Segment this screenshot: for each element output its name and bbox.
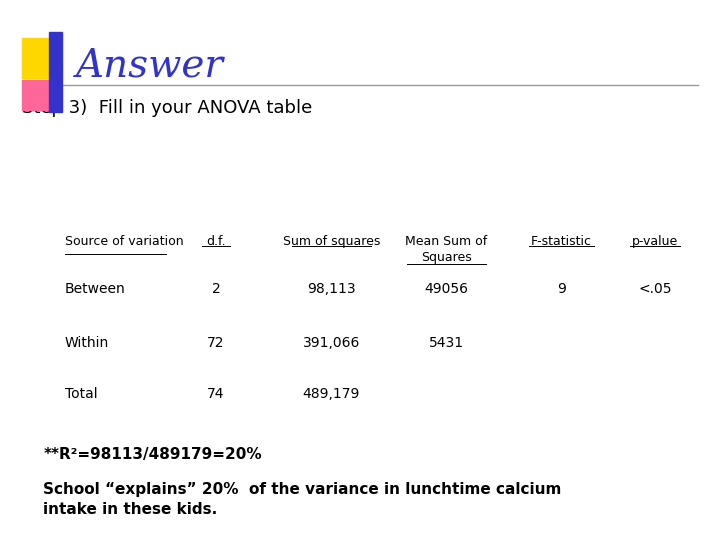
Text: Between: Between [65, 282, 125, 296]
Text: 5431: 5431 [429, 336, 464, 350]
Text: p-value: p-value [632, 235, 678, 248]
Bar [22, 80, 50, 110]
Text: F-statistic: F-statistic [531, 235, 592, 248]
Text: Mean Sum of
Squares: Mean Sum of Squares [405, 235, 487, 264]
Text: 72: 72 [207, 336, 225, 350]
Bar [49, 32, 62, 112]
Text: 98,113: 98,113 [307, 282, 356, 296]
Text: Step 3)  Fill in your ANOVA table: Step 3) Fill in your ANOVA table [22, 99, 312, 117]
Text: Answer: Answer [76, 48, 224, 84]
Text: <.05: <.05 [639, 282, 672, 296]
Text: 74: 74 [207, 387, 225, 401]
Text: 489,179: 489,179 [302, 387, 360, 401]
Text: Total: Total [65, 387, 97, 401]
Text: 391,066: 391,066 [302, 336, 360, 350]
Text: Source of variation: Source of variation [65, 235, 184, 248]
Text: Sum of squares: Sum of squares [282, 235, 380, 248]
Text: d.f.: d.f. [206, 235, 226, 248]
Bar [22, 38, 61, 78]
Text: 2: 2 [212, 282, 220, 296]
Text: School “explains” 20%  of the variance in lunchtime calcium
intake in these kids: School “explains” 20% of the variance in… [43, 482, 562, 517]
Text: 49056: 49056 [424, 282, 469, 296]
Text: Within: Within [65, 336, 109, 350]
Text: 9: 9 [557, 282, 566, 296]
Text: **R²=98113/489179=20%: **R²=98113/489179=20% [43, 447, 262, 462]
